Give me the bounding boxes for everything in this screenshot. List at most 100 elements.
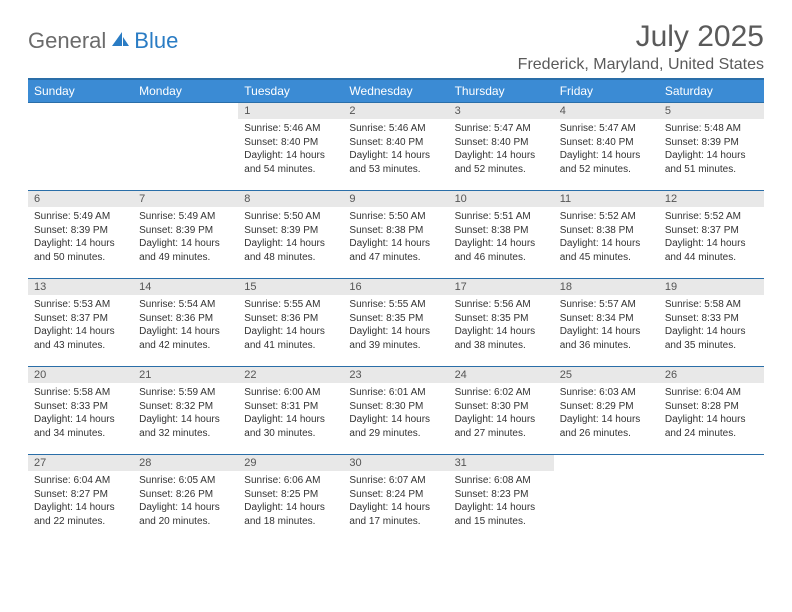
sunset-text: Sunset: 8:30 PM bbox=[349, 400, 442, 414]
sunset-text: Sunset: 8:40 PM bbox=[455, 136, 548, 150]
sunrise-text: Sunrise: 5:52 AM bbox=[665, 210, 758, 224]
calendar-cell: 11Sunrise: 5:52 AMSunset: 8:38 PMDayligh… bbox=[554, 191, 659, 279]
calendar-cell: 9Sunrise: 5:50 AMSunset: 8:38 PMDaylight… bbox=[343, 191, 448, 279]
day-body: Sunrise: 5:49 AMSunset: 8:39 PMDaylight:… bbox=[133, 207, 238, 268]
sunrise-text: Sunrise: 5:57 AM bbox=[560, 298, 653, 312]
day-number: 26 bbox=[659, 367, 764, 383]
daylight-text: Daylight: 14 hours and 52 minutes. bbox=[560, 149, 653, 176]
calendar-cell: 7Sunrise: 5:49 AMSunset: 8:39 PMDaylight… bbox=[133, 191, 238, 279]
day-body: Sunrise: 5:52 AMSunset: 8:37 PMDaylight:… bbox=[659, 207, 764, 268]
day-number: 17 bbox=[449, 279, 554, 295]
calendar-cell: 29Sunrise: 6:06 AMSunset: 8:25 PMDayligh… bbox=[238, 455, 343, 543]
daylight-text: Daylight: 14 hours and 27 minutes. bbox=[455, 413, 548, 440]
sunset-text: Sunset: 8:30 PM bbox=[455, 400, 548, 414]
sunrise-text: Sunrise: 5:53 AM bbox=[34, 298, 127, 312]
day-body: Sunrise: 6:08 AMSunset: 8:23 PMDaylight:… bbox=[449, 471, 554, 532]
day-number: 28 bbox=[133, 455, 238, 471]
sunset-text: Sunset: 8:29 PM bbox=[560, 400, 653, 414]
sunrise-text: Sunrise: 5:54 AM bbox=[139, 298, 232, 312]
day-number: 29 bbox=[238, 455, 343, 471]
logo: General Blue bbox=[28, 20, 178, 54]
day-body: Sunrise: 6:00 AMSunset: 8:31 PMDaylight:… bbox=[238, 383, 343, 444]
day-number: 3 bbox=[449, 103, 554, 119]
sunset-text: Sunset: 8:37 PM bbox=[665, 224, 758, 238]
sunrise-text: Sunrise: 6:04 AM bbox=[665, 386, 758, 400]
calendar-cell: 10Sunrise: 5:51 AMSunset: 8:38 PMDayligh… bbox=[449, 191, 554, 279]
sunset-text: Sunset: 8:28 PM bbox=[665, 400, 758, 414]
calendar-cell: 27Sunrise: 6:04 AMSunset: 8:27 PMDayligh… bbox=[28, 455, 133, 543]
sunrise-text: Sunrise: 5:50 AM bbox=[349, 210, 442, 224]
daylight-text: Daylight: 14 hours and 26 minutes. bbox=[560, 413, 653, 440]
day-body: Sunrise: 5:56 AMSunset: 8:35 PMDaylight:… bbox=[449, 295, 554, 356]
sunrise-text: Sunrise: 6:02 AM bbox=[455, 386, 548, 400]
calendar-cell: 2Sunrise: 5:46 AMSunset: 8:40 PMDaylight… bbox=[343, 103, 448, 191]
sunrise-text: Sunrise: 5:50 AM bbox=[244, 210, 337, 224]
sunrise-text: Sunrise: 6:08 AM bbox=[455, 474, 548, 488]
sunset-text: Sunset: 8:33 PM bbox=[34, 400, 127, 414]
sunrise-text: Sunrise: 5:46 AM bbox=[349, 122, 442, 136]
day-body: Sunrise: 6:03 AMSunset: 8:29 PMDaylight:… bbox=[554, 383, 659, 444]
day-body: Sunrise: 5:48 AMSunset: 8:39 PMDaylight:… bbox=[659, 119, 764, 180]
day-number: 31 bbox=[449, 455, 554, 471]
day-number: 27 bbox=[28, 455, 133, 471]
day-number: 6 bbox=[28, 191, 133, 207]
day-body: Sunrise: 5:51 AMSunset: 8:38 PMDaylight:… bbox=[449, 207, 554, 268]
sunset-text: Sunset: 8:31 PM bbox=[244, 400, 337, 414]
day-number: 2 bbox=[343, 103, 448, 119]
day-number: 23 bbox=[343, 367, 448, 383]
sunset-text: Sunset: 8:24 PM bbox=[349, 488, 442, 502]
month-title: July 2025 bbox=[518, 20, 764, 54]
daylight-text: Daylight: 14 hours and 53 minutes. bbox=[349, 149, 442, 176]
sunset-text: Sunset: 8:39 PM bbox=[665, 136, 758, 150]
day-body: Sunrise: 6:01 AMSunset: 8:30 PMDaylight:… bbox=[343, 383, 448, 444]
day-body: Sunrise: 5:50 AMSunset: 8:39 PMDaylight:… bbox=[238, 207, 343, 268]
day-number: 14 bbox=[133, 279, 238, 295]
calendar-cell: 12Sunrise: 5:52 AMSunset: 8:37 PMDayligh… bbox=[659, 191, 764, 279]
sunrise-text: Sunrise: 6:05 AM bbox=[139, 474, 232, 488]
sunrise-text: Sunrise: 6:00 AM bbox=[244, 386, 337, 400]
calendar-week-row: 6Sunrise: 5:49 AMSunset: 8:39 PMDaylight… bbox=[28, 191, 764, 279]
sunset-text: Sunset: 8:40 PM bbox=[560, 136, 653, 150]
sunrise-text: Sunrise: 6:01 AM bbox=[349, 386, 442, 400]
daylight-text: Daylight: 14 hours and 41 minutes. bbox=[244, 325, 337, 352]
day-body: Sunrise: 5:46 AMSunset: 8:40 PMDaylight:… bbox=[238, 119, 343, 180]
day-number: 20 bbox=[28, 367, 133, 383]
day-body: Sunrise: 5:55 AMSunset: 8:35 PMDaylight:… bbox=[343, 295, 448, 356]
day-header: Wednesday bbox=[343, 79, 448, 103]
sunset-text: Sunset: 8:38 PM bbox=[560, 224, 653, 238]
calendar-cell: 30Sunrise: 6:07 AMSunset: 8:24 PMDayligh… bbox=[343, 455, 448, 543]
day-header: Tuesday bbox=[238, 79, 343, 103]
calendar-cell: 4Sunrise: 5:47 AMSunset: 8:40 PMDaylight… bbox=[554, 103, 659, 191]
calendar-cell bbox=[659, 455, 764, 543]
daylight-text: Daylight: 14 hours and 42 minutes. bbox=[139, 325, 232, 352]
calendar-cell: 31Sunrise: 6:08 AMSunset: 8:23 PMDayligh… bbox=[449, 455, 554, 543]
day-body: Sunrise: 6:06 AMSunset: 8:25 PMDaylight:… bbox=[238, 471, 343, 532]
sunrise-text: Sunrise: 6:07 AM bbox=[349, 474, 442, 488]
calendar-cell: 25Sunrise: 6:03 AMSunset: 8:29 PMDayligh… bbox=[554, 367, 659, 455]
calendar-week-row: 20Sunrise: 5:58 AMSunset: 8:33 PMDayligh… bbox=[28, 367, 764, 455]
daylight-text: Daylight: 14 hours and 47 minutes. bbox=[349, 237, 442, 264]
day-number: 10 bbox=[449, 191, 554, 207]
calendar-cell: 13Sunrise: 5:53 AMSunset: 8:37 PMDayligh… bbox=[28, 279, 133, 367]
sunset-text: Sunset: 8:34 PM bbox=[560, 312, 653, 326]
daylight-text: Daylight: 14 hours and 22 minutes. bbox=[34, 501, 127, 528]
sunset-text: Sunset: 8:32 PM bbox=[139, 400, 232, 414]
day-body: Sunrise: 5:53 AMSunset: 8:37 PMDaylight:… bbox=[28, 295, 133, 356]
location: Frederick, Maryland, United States bbox=[518, 56, 764, 74]
calendar-cell: 8Sunrise: 5:50 AMSunset: 8:39 PMDaylight… bbox=[238, 191, 343, 279]
day-body: Sunrise: 6:05 AMSunset: 8:26 PMDaylight:… bbox=[133, 471, 238, 532]
day-body: Sunrise: 5:58 AMSunset: 8:33 PMDaylight:… bbox=[28, 383, 133, 444]
day-number: 18 bbox=[554, 279, 659, 295]
sunrise-text: Sunrise: 5:52 AM bbox=[560, 210, 653, 224]
daylight-text: Daylight: 14 hours and 50 minutes. bbox=[34, 237, 127, 264]
logo-text-general: General bbox=[28, 28, 106, 54]
sunrise-text: Sunrise: 5:55 AM bbox=[244, 298, 337, 312]
day-body: Sunrise: 5:47 AMSunset: 8:40 PMDaylight:… bbox=[449, 119, 554, 180]
day-header: Thursday bbox=[449, 79, 554, 103]
calendar-cell: 28Sunrise: 6:05 AMSunset: 8:26 PMDayligh… bbox=[133, 455, 238, 543]
sunset-text: Sunset: 8:39 PM bbox=[139, 224, 232, 238]
calendar-cell: 24Sunrise: 6:02 AMSunset: 8:30 PMDayligh… bbox=[449, 367, 554, 455]
daylight-text: Daylight: 14 hours and 29 minutes. bbox=[349, 413, 442, 440]
logo-sail-icon bbox=[110, 30, 130, 53]
sunrise-text: Sunrise: 5:58 AM bbox=[665, 298, 758, 312]
